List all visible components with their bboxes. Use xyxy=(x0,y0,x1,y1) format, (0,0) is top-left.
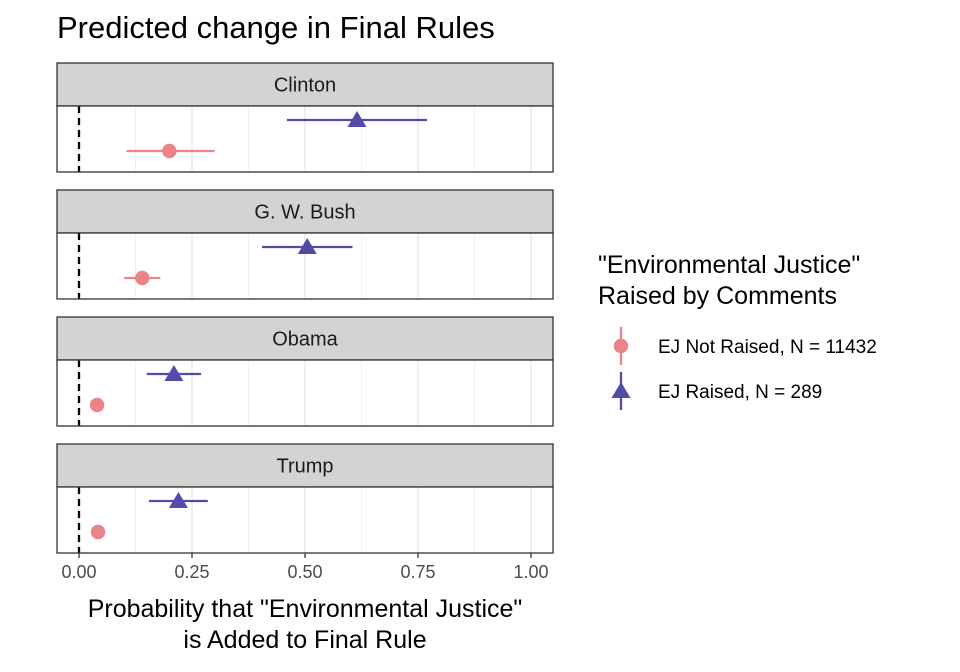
legend-label: EJ Not Raised, N = 11432 xyxy=(658,337,877,358)
panel-border xyxy=(56,359,554,427)
facet-strip xyxy=(56,189,554,234)
legend-circle-marker xyxy=(613,338,629,354)
triangle-marker xyxy=(297,238,317,254)
point-ej-not-raised xyxy=(89,397,105,413)
point-ej-raised xyxy=(286,111,428,127)
x-tick-label: 0.25 xyxy=(174,562,209,582)
facet-strip xyxy=(56,316,554,361)
circle-marker xyxy=(135,270,150,286)
circle-marker xyxy=(89,397,105,413)
point-ej-raised xyxy=(146,365,202,381)
chart-title: Predicted change in Final Rules xyxy=(57,10,495,45)
point-ej-not-raised xyxy=(126,143,215,159)
legend-label: EJ Raised, N = 289 xyxy=(658,382,822,403)
facet-strip-label: Trump xyxy=(276,456,333,478)
point-ej-not-raised xyxy=(90,524,106,540)
x-axis: 0.00 0.25 0.50 0.75 1.00 xyxy=(61,553,549,582)
legend-glyph xyxy=(611,372,631,410)
facet-strip xyxy=(56,443,554,488)
facet-panel: G. W. Bush xyxy=(56,189,554,300)
facet-strip xyxy=(56,62,554,107)
panel-border xyxy=(56,232,554,300)
point-ej-not-raised xyxy=(124,270,161,286)
x-axis-title-line1: Probability that "Environmental Justice" xyxy=(88,595,523,623)
facet-strip-label: Obama xyxy=(272,329,338,351)
triangle-marker xyxy=(164,365,184,381)
x-tick-label: 0.75 xyxy=(400,562,435,582)
circle-marker xyxy=(90,524,106,540)
x-tick-label: 0.00 xyxy=(61,562,96,582)
point-ej-raised xyxy=(149,492,208,508)
facet-panel: Trump xyxy=(56,443,554,554)
x-tick-label: 1.00 xyxy=(513,562,548,582)
facet-panel: Obama xyxy=(56,316,554,427)
legend-key-ej-raised: EJ Raised, N = 289 xyxy=(611,372,822,410)
triangle-marker xyxy=(347,111,367,127)
legend: "Environmental Justice" Raised by Commen… xyxy=(598,251,877,410)
facet-strip-label: Clinton xyxy=(274,75,336,97)
facet-panel: Clinton xyxy=(56,62,554,173)
legend-keys: EJ Not Raised, N = 11432 EJ Raised, N = 2… xyxy=(611,327,877,410)
legend-triangle-marker xyxy=(611,382,631,398)
x-axis-title-line2: is Added to Final Rule xyxy=(183,626,426,654)
legend-title-line2: Raised by Comments xyxy=(598,282,837,310)
legend-glyph xyxy=(613,327,629,365)
facet-strip-label: G. W. Bush xyxy=(254,202,355,224)
triangle-marker xyxy=(168,492,188,508)
legend-key-ej-not-raised: EJ Not Raised, N = 11432 xyxy=(613,327,877,365)
circle-marker xyxy=(162,143,177,159)
panel-border xyxy=(56,105,554,173)
facet-panels: Clinton G. W. Bush Obama Trump xyxy=(56,62,554,554)
point-ej-raised xyxy=(262,238,353,254)
legend-title-line1: "Environmental Justice" xyxy=(598,251,860,279)
x-tick-label: 0.50 xyxy=(287,562,322,582)
